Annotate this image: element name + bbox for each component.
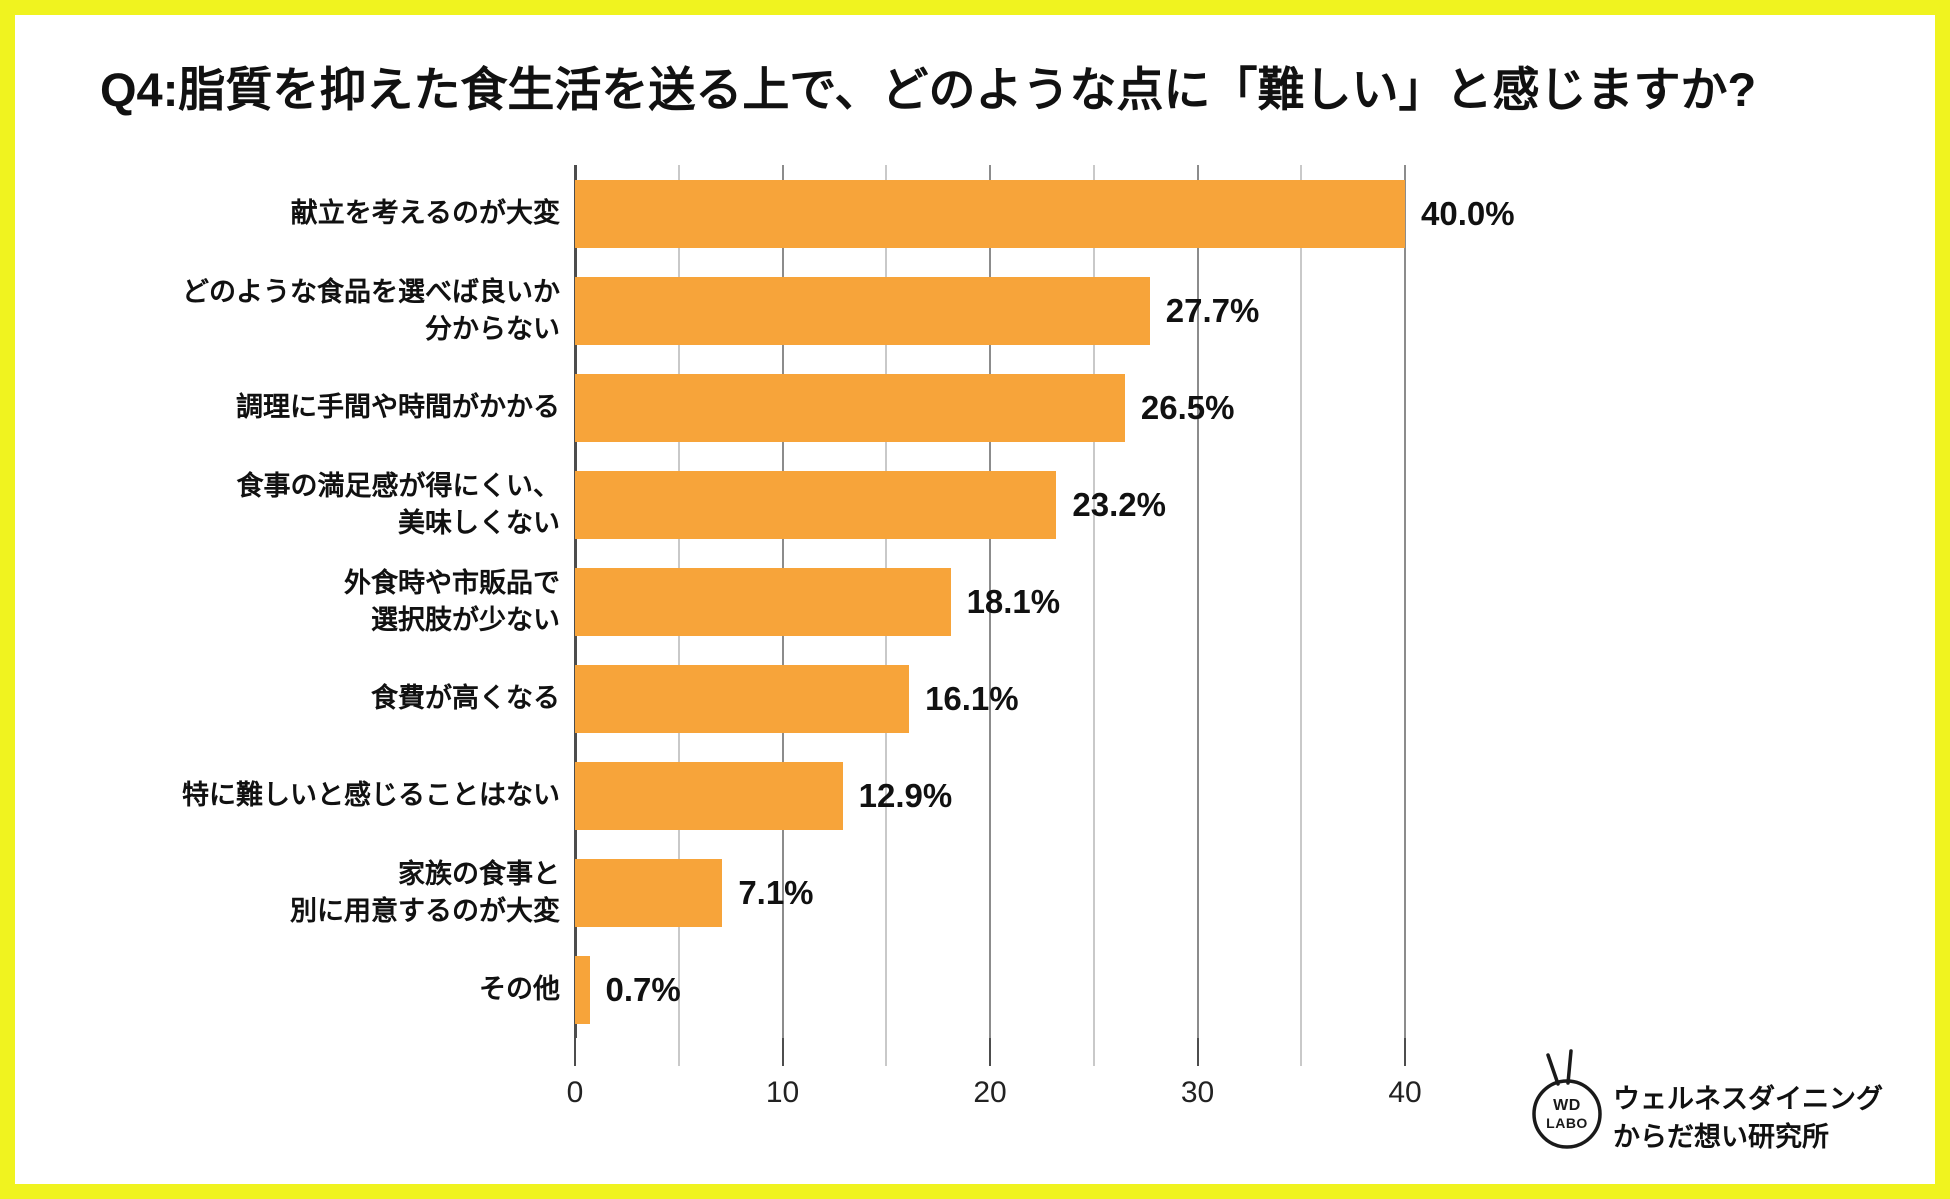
category-label-line: 調理に手間や時間がかかる	[236, 392, 560, 422]
category-label-line: 献立を考えるのが大変	[290, 198, 560, 228]
bar	[575, 858, 723, 927]
category-label-line: 家族の食事と	[398, 858, 560, 889]
gridline-minor	[1092, 165, 1095, 1038]
x-tick	[1404, 1038, 1406, 1066]
category-label: 献立を考えるのが大変	[60, 165, 560, 262]
category-label: 特に難しいと感じることはない	[60, 747, 560, 844]
x-tick	[677, 1038, 680, 1066]
x-tick	[781, 1038, 784, 1066]
bar-value-label: 40.0%	[1421, 194, 1515, 232]
gridline-major	[1404, 165, 1406, 1038]
category-label-line: 美味しくない	[398, 507, 560, 538]
category-label: 食費が高くなる	[60, 650, 560, 747]
category-label-line: 食事の満足感が得にくい、	[236, 470, 560, 501]
bar-value-label: 23.2%	[1072, 485, 1166, 523]
x-tick	[1196, 1038, 1199, 1066]
x-tick-label: 0	[566, 1076, 584, 1109]
x-tick-label: 40	[1388, 1076, 1422, 1109]
bar	[575, 761, 843, 830]
bar	[575, 179, 1405, 248]
x-tick-label: 20	[973, 1076, 1007, 1109]
category-label-line: 食費が高くなる	[371, 683, 560, 713]
bar-value-label: 27.7%	[1165, 291, 1260, 329]
brand-name-line2: からだ想い研究所	[1613, 1122, 1829, 1152]
category-label-line: その他	[479, 974, 560, 1004]
bar-value-label: 16.1%	[925, 679, 1019, 717]
category-label: 家族の食事と別に用意するのが大変	[60, 844, 560, 941]
category-label-line: 別に用意するのが大変	[290, 895, 560, 926]
gridline-major	[1196, 165, 1199, 1038]
bar	[575, 373, 1125, 442]
bar	[575, 664, 910, 733]
brand-name-line1: ウェルネスダイニング	[1613, 1084, 1883, 1114]
category-label-line: 分からない	[425, 313, 560, 344]
brand-logo: WD LABO ウェルネスダイニング からだ想い研究所	[1515, 1040, 1935, 1184]
gridline-minor	[1300, 165, 1303, 1038]
bar	[575, 276, 1150, 345]
x-tick	[1092, 1038, 1095, 1066]
category-label-line: 選択肢が少ない	[371, 604, 560, 635]
plot-area: 0 10 20 30 40 献立を考えるのが大変 40.0% どのような食品を選べば良いか分か…	[15, 15, 1935, 1184]
logo-wd-label: WD	[1553, 1097, 1581, 1114]
brand-name: ウェルネスダイニング からだ想い研究所	[1613, 1080, 1883, 1156]
category-label-line: どのような食品を選べば良いか	[182, 276, 560, 307]
bar-value-label: 18.1%	[966, 582, 1061, 620]
category-label: 食事の満足感が得にくい、美味しくない	[60, 456, 560, 553]
category-label: どのような食品を選べば良いか分からない	[60, 262, 560, 359]
bar-value-label: 12.9%	[858, 776, 953, 814]
x-tick	[885, 1038, 888, 1066]
bar-value-label: 7.1%	[738, 873, 814, 911]
x-tick	[1300, 1038, 1303, 1066]
bar	[575, 567, 951, 636]
x-tick-label: 10	[765, 1076, 800, 1109]
gridline-major	[989, 165, 991, 1038]
logo-labo-label: LABO	[1546, 1115, 1588, 1131]
chart-title: Q4:脂質を抑えた食生活を送る上で、どのような点に「難しい」と感じますか?	[100, 63, 1757, 116]
x-tick	[574, 1038, 576, 1066]
category-label-line: 特に難しいと感じることはない	[182, 780, 560, 810]
chart-canvas: 0 10 20 30 40 献立を考えるのが大変 40.0% どのような食品を選べば良いか分か…	[15, 15, 1935, 1184]
flask-icon	[1532, 1049, 1602, 1149]
category-label-line: 外食時や市販品で	[344, 567, 560, 598]
bar	[575, 470, 1057, 539]
category-label: その他	[60, 941, 560, 1038]
bar-value-label: 26.5%	[1140, 388, 1235, 426]
logo-circle-text: WD LABO	[1533, 1081, 1601, 1147]
bar-value-label: 0.7%	[605, 970, 681, 1008]
x-tick-label: 30	[1180, 1076, 1215, 1109]
bar	[575, 955, 590, 1024]
x-tick	[989, 1038, 991, 1066]
category-label: 調理に手間や時間がかかる	[60, 359, 560, 456]
category-label: 外食時や市販品で選択肢が少ない	[60, 553, 560, 650]
